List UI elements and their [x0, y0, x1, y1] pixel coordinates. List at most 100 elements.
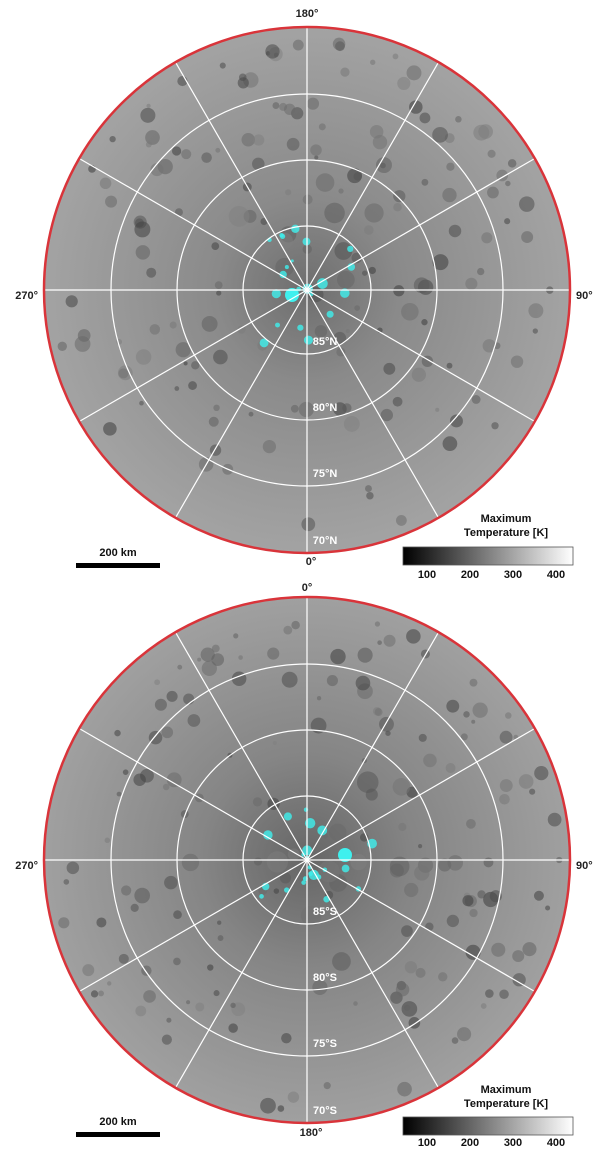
cold-trap [340, 288, 350, 298]
crater [504, 218, 511, 225]
crater [392, 778, 411, 796]
colorbar-tick-label: 100 [418, 569, 436, 581]
crater [252, 797, 263, 807]
crater [58, 917, 70, 929]
crater [104, 837, 111, 844]
crater [216, 290, 222, 296]
meridian [306, 727, 536, 861]
latitude-label: 70°N [313, 535, 338, 547]
crater [485, 989, 494, 998]
crater [447, 855, 464, 871]
crater [130, 903, 139, 912]
crater [135, 349, 152, 365]
colorbar-tick-label: 300 [504, 1137, 522, 1149]
crater [404, 882, 419, 898]
crater [122, 769, 129, 775]
crater [392, 396, 403, 407]
colorbar-title: Maximum [481, 513, 532, 525]
crater [162, 783, 170, 791]
crater [505, 712, 512, 719]
crater [154, 679, 160, 686]
crater [350, 853, 367, 871]
crater [217, 935, 224, 942]
polar-map [42, 25, 572, 555]
crater [312, 979, 328, 995]
crater [201, 660, 217, 676]
crater [334, 242, 353, 260]
latitude-label: 80°S [313, 972, 337, 984]
crater [477, 267, 485, 276]
cold-trap [279, 270, 287, 279]
crater [237, 325, 246, 334]
cold-trap [317, 278, 328, 289]
cold-trap [279, 233, 284, 238]
crater [519, 196, 535, 212]
crater [145, 141, 152, 148]
crater [522, 942, 537, 957]
crater [345, 328, 350, 333]
cold-trap [259, 338, 269, 348]
map-border [42, 25, 572, 555]
latitude-label: 75°S [313, 1038, 337, 1050]
crater [133, 773, 146, 786]
crater [328, 823, 347, 842]
crater [451, 1037, 459, 1044]
meridian [174, 61, 308, 291]
scale-bar [76, 563, 160, 568]
crater [499, 989, 509, 1000]
crater [211, 653, 225, 667]
crater [512, 950, 525, 963]
meridian [306, 289, 536, 423]
crater [545, 905, 551, 911]
crater [267, 647, 280, 660]
crater [318, 123, 326, 131]
crater [401, 302, 419, 321]
meridian [306, 631, 440, 861]
crater [213, 349, 228, 365]
cold-trap [341, 864, 350, 873]
cold-trap [301, 880, 306, 885]
crater [353, 1001, 358, 1006]
colorbar-tick-label: 200 [461, 1137, 479, 1149]
longitude-label: 90° [576, 860, 593, 872]
crater [432, 254, 449, 271]
crater [292, 39, 304, 51]
colorbar [402, 1116, 574, 1136]
longitude-label: 180° [300, 1127, 323, 1139]
crater [487, 186, 499, 199]
crater [482, 339, 496, 353]
crater [369, 124, 384, 139]
meridian [174, 631, 308, 861]
cold-trap [326, 310, 334, 318]
crater [191, 361, 200, 370]
crater [215, 147, 221, 153]
crater [241, 132, 256, 147]
crater [174, 386, 180, 391]
crater [395, 515, 407, 526]
crater [413, 277, 430, 293]
cold-trap [275, 322, 280, 328]
crater [98, 990, 104, 997]
crater [310, 144, 322, 156]
crater [57, 341, 67, 351]
crater [499, 730, 513, 744]
polar-map [42, 595, 572, 1125]
crater [397, 76, 411, 90]
crater [446, 699, 460, 713]
meridian [306, 859, 440, 1089]
crater [287, 1091, 300, 1103]
crater [393, 285, 405, 297]
meridian [78, 157, 308, 291]
crater [411, 367, 427, 382]
crater [442, 436, 458, 452]
crater [99, 177, 112, 190]
crater [326, 675, 338, 687]
crater [446, 914, 460, 928]
crater [368, 266, 376, 275]
crater [74, 336, 91, 352]
crater [187, 714, 201, 727]
cold-trap [297, 324, 304, 331]
crater [380, 408, 393, 422]
crater [135, 245, 151, 260]
meridian [78, 727, 308, 861]
